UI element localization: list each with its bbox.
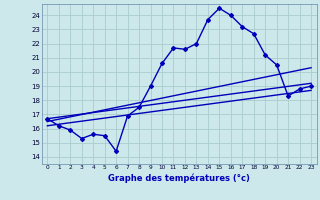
X-axis label: Graphe des températures (°c): Graphe des températures (°c)	[108, 173, 250, 183]
